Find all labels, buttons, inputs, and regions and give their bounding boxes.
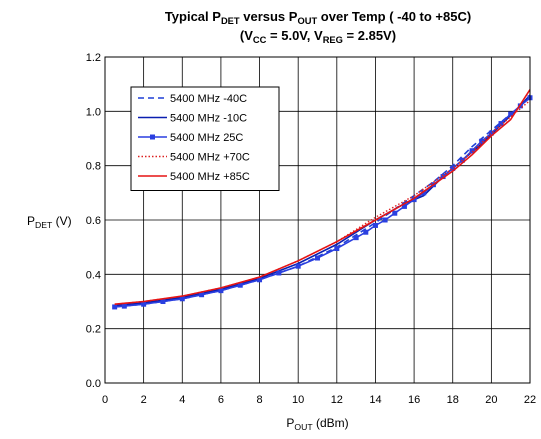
series-marker — [334, 246, 340, 252]
legend-label: 5400 MHz 25C — [170, 132, 243, 144]
series-marker — [401, 203, 407, 209]
tick-labels: 0 2 4 6 8 10 12 14 16 18 20 22 0.0 0.2 0.4 0.6 0.8 1.0 1.2 — [86, 52, 536, 406]
series-marker — [450, 165, 456, 171]
series-marker — [498, 121, 504, 127]
x-axis-label-part: OUT — [294, 422, 313, 432]
series-marker — [257, 277, 263, 283]
y-tick-label: 0.2 — [86, 324, 101, 336]
series-marker — [121, 303, 127, 309]
series-marker — [295, 263, 301, 269]
series-marker — [469, 148, 475, 154]
series-marker — [372, 222, 378, 228]
chart-title-part: versus P — [240, 9, 298, 24]
x-axis-label: POUT (dBm) — [286, 416, 348, 432]
x-tick-label: 20 — [485, 394, 497, 406]
x-tick-label: 8 — [256, 394, 262, 406]
series-line-4 — [114, 89, 531, 305]
legend-label: 5400 MHz +85C — [170, 171, 250, 183]
chart-subtitle-part: (V — [240, 28, 253, 43]
plot-area-frame — [104, 56, 531, 384]
x-tick-label: 2 — [141, 394, 147, 406]
chart-title-part: OUT — [297, 16, 317, 26]
series-marker — [218, 288, 224, 294]
series-marker — [237, 282, 243, 288]
chart-subtitle: (VCC = 5.0V, VREG = 2.85V) — [240, 28, 396, 45]
x-tick-label: 16 — [408, 394, 420, 406]
y-tick-label: 0.6 — [86, 215, 101, 227]
series-marker — [112, 304, 118, 310]
chart-subtitle-part: CC — [253, 35, 267, 45]
legend-label: 5400 MHz -40C — [170, 93, 247, 105]
x-tick-label: 4 — [179, 394, 185, 406]
y-axis-label-part: (V) — [52, 214, 71, 228]
y-tick-label: 0.4 — [86, 269, 101, 281]
series-marker — [315, 255, 320, 261]
series-marker — [440, 174, 446, 180]
series-marker — [382, 217, 388, 223]
series-marker — [353, 235, 359, 241]
y-axis-label: PDET (V) — [27, 214, 72, 230]
y-tick-label: 1.2 — [86, 52, 101, 64]
x-tick-label: 22 — [524, 394, 536, 406]
legend-label: 5400 MHz -10C — [170, 113, 247, 125]
x-tick-label: 10 — [292, 394, 304, 406]
x-tick-label: 12 — [331, 394, 343, 406]
legend-box — [130, 86, 280, 191]
chart-title-part: over Temp ( -40 to +85C) — [317, 9, 471, 24]
series-group — [112, 89, 533, 310]
chart-titles: Typical PDET versus POUT over Temp ( -40… — [165, 9, 471, 45]
y-tick-label: 1.0 — [86, 106, 101, 118]
x-tick-label: 14 — [369, 394, 381, 406]
series-marker — [488, 130, 494, 136]
legend-label: 5400 MHz +70C — [170, 152, 250, 164]
chart-title-part: Typical P — [165, 9, 221, 24]
chart-subtitle-part: = 5.0V, V — [266, 28, 323, 43]
chart-title-part: DET — [221, 16, 240, 26]
chart-subtitle-part: = 2.85V) — [343, 28, 396, 43]
series-marker — [141, 301, 147, 307]
x-axis-label-part: (dBm) — [313, 416, 349, 430]
x-tick-label: 6 — [218, 394, 224, 406]
series-marker — [199, 292, 205, 298]
y-axis-label-part: DET — [35, 220, 53, 230]
y-tick-label: 0.8 — [86, 161, 101, 173]
series-marker — [179, 296, 185, 302]
series-marker — [508, 111, 514, 117]
series-marker — [411, 197, 417, 203]
series-marker — [276, 270, 282, 276]
x-axis-label-part: P — [286, 416, 294, 430]
chart-title: Typical PDET versus POUT over Temp ( -40… — [165, 9, 471, 26]
legend: 5400 MHz -40C 5400 MHz -10C 5400 MHz 25C 54… — [130, 86, 280, 191]
legend-marker — [150, 134, 155, 140]
x-tick-label: 18 — [447, 394, 459, 406]
y-tick-label: 0.0 — [86, 378, 101, 390]
axis-labels: POUT (dBm)PDET (V) — [27, 214, 349, 432]
y-axis-label-part: P — [27, 214, 35, 228]
series-marker — [160, 299, 166, 304]
x-tick-label: 0 — [102, 394, 108, 406]
series-marker — [363, 229, 369, 235]
series-marker — [392, 210, 398, 216]
chart-subtitle-part: REG — [323, 35, 343, 45]
series-marker — [421, 190, 427, 196]
series-marker — [479, 138, 485, 144]
